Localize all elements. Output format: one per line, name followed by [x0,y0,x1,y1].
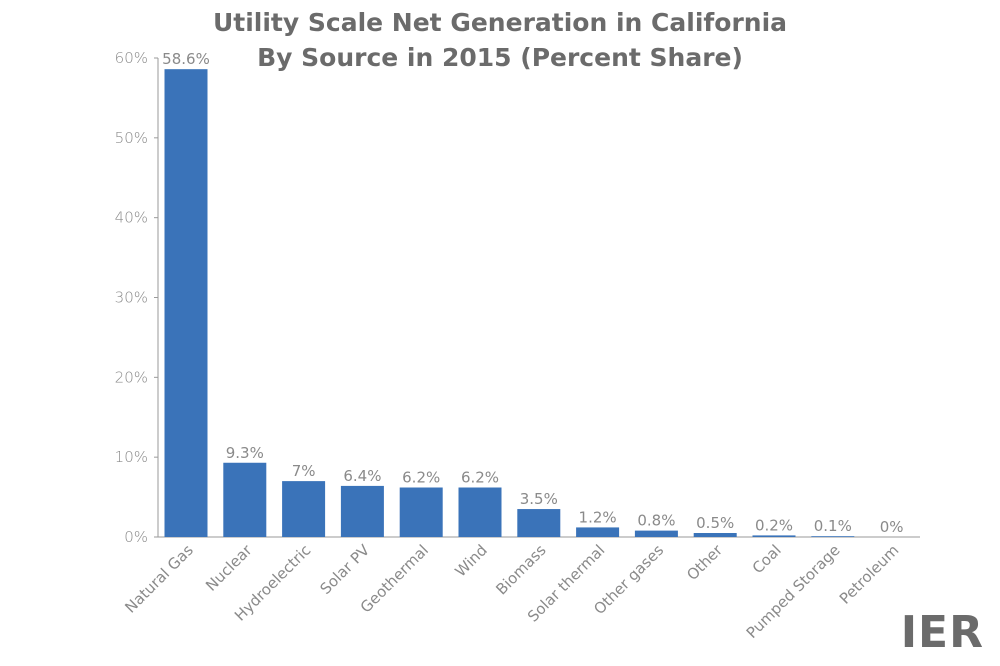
value-label: 0.2% [755,516,793,534]
ier-logo: IER [900,607,984,658]
chart-title: Utility Scale Net Generation in Californ… [212,8,788,37]
value-label: 7% [292,462,316,480]
category-label: Wind [451,541,490,580]
value-label: 0.5% [696,514,734,532]
y-tick-label: 50% [115,129,148,147]
bar [282,481,326,537]
value-label: 9.3% [226,444,264,462]
bars-group [164,69,855,537]
value-label: 6.2% [461,469,499,487]
category-label: Natural Gas [121,541,197,617]
bar [340,485,384,537]
category-label: Coal [749,541,785,577]
bar [517,509,561,537]
value-label: 6.4% [343,467,381,485]
y-tick-label: 60% [115,49,148,67]
category-label: Solar PV [316,541,373,598]
y-tick-label: 30% [115,289,148,307]
bar [693,533,737,537]
bar [223,462,267,537]
bar [811,536,855,537]
bar [576,527,620,537]
bar [399,487,443,537]
bar [752,535,796,537]
value-label: 6.2% [402,469,440,487]
labels-group: 58.6%Natural Gas9.3%Nuclear7%Hydroelectr… [121,50,903,642]
bar [458,487,502,537]
y-tick-label: 20% [115,368,148,386]
y-tick-label: 0% [124,528,148,546]
value-label: 3.5% [520,490,558,508]
y-tick-label: 10% [115,448,148,466]
bar [164,69,208,537]
chart-axes: 0% 10% 20% 30% 40% 50% 60% [115,49,920,546]
category-label: Biomass [492,541,549,598]
chart-subtitle: By Source in 2015 (Percent Share) [257,43,743,72]
value-label: 0% [880,518,904,536]
value-label: 0.8% [637,512,675,530]
value-label: 0.1% [814,517,852,535]
category-label: Nuclear [202,541,256,595]
y-tick-label: 40% [115,209,148,227]
value-label: 1.2% [579,508,617,526]
category-label: Other [683,541,726,584]
bar [634,530,678,537]
value-label: 58.6% [162,50,210,68]
category-label: Petroleum [836,541,903,608]
